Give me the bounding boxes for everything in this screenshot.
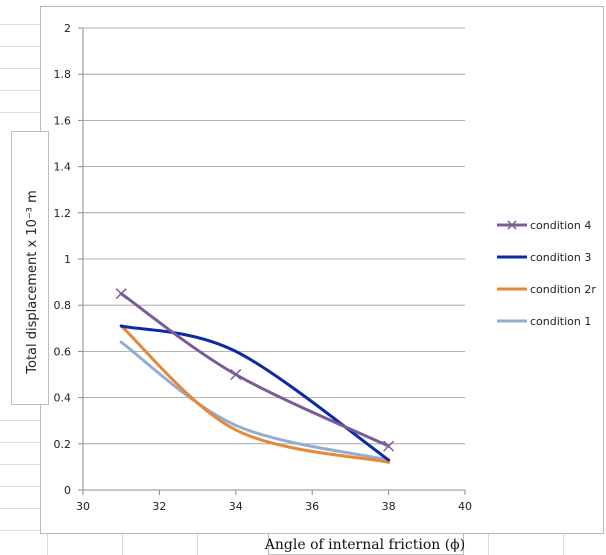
x-tick-label: 34 xyxy=(229,500,243,513)
legend[interactable]: condition 4 condition 3 condition 2r condit… xyxy=(497,219,596,328)
y-tick-label: 1.6 xyxy=(54,114,72,127)
y-tick-label: 1.8 xyxy=(54,68,72,81)
legend-item[interactable]: condition 4 xyxy=(497,219,591,232)
y-tick-label: 0.2 xyxy=(54,438,72,451)
x-tick-label: 36 xyxy=(305,500,319,513)
legend-item[interactable]: condition 1 xyxy=(497,315,591,328)
y-tick-labels: 0 0.2 0.4 0.6 0.8 1 1.2 1.4 1.6 1.8 2 xyxy=(54,22,83,497)
legend-item[interactable]: condition 2r xyxy=(497,283,596,296)
data-point-marker[interactable] xyxy=(230,368,242,381)
x-tick-label: 40 xyxy=(458,500,472,513)
y-tick-label: 0.8 xyxy=(54,299,72,312)
legend-label: condition 1 xyxy=(530,315,591,328)
y-tick-label: 0.6 xyxy=(54,345,72,358)
y-tick-label: 0.4 xyxy=(54,392,72,405)
data-point-marker[interactable] xyxy=(115,288,127,300)
legend-label: condition 3 xyxy=(530,251,591,264)
chart-area[interactable] xyxy=(40,6,604,534)
series-line-condition-3[interactable] xyxy=(119,324,391,462)
series-line-condition-2r[interactable] xyxy=(119,324,391,464)
x-axis-title: Angle of internal friction (ϕ) xyxy=(264,537,465,553)
y-tick-label: 1.2 xyxy=(54,207,72,220)
y-tick-label: 1.4 xyxy=(54,161,72,174)
y-tick-label: 0 xyxy=(64,484,71,497)
y-axis-title-box[interactable] xyxy=(11,131,49,405)
x-tick-label: 30 xyxy=(76,500,90,513)
gridlines xyxy=(83,27,465,445)
legend-label: condition 4 xyxy=(530,219,591,232)
x-tick-label: 38 xyxy=(382,500,396,513)
series-lines xyxy=(115,288,395,464)
y-axis-title: Total displacement x 10⁻³ m xyxy=(25,190,40,374)
y-tick-label: 1 xyxy=(64,253,71,266)
legend-label: condition 2r xyxy=(530,283,596,296)
data-point-marker[interactable] xyxy=(383,440,395,452)
legend-marker-icon xyxy=(507,220,517,230)
series-line-condition-1[interactable] xyxy=(119,340,391,462)
legend-item[interactable]: condition 3 xyxy=(497,251,591,264)
x-tick-label: 32 xyxy=(152,500,166,513)
x-tick-labels: 30 32 34 36 38 40 xyxy=(76,490,472,513)
y-tick-label: 2 xyxy=(64,22,71,35)
